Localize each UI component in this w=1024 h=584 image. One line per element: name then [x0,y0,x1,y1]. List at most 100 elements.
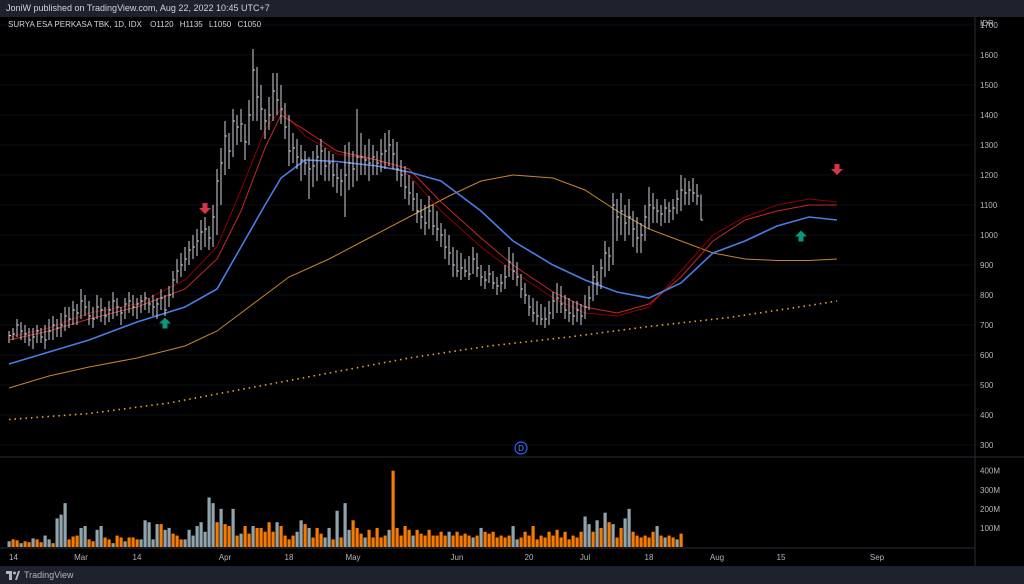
volume-bar [659,535,663,547]
volume-bar [195,526,199,547]
price-tick-label: 1500 [980,81,998,90]
price-chart[interactable]: 1700 1600 1500 1400 1300 1200 1100 1000 900 800 70… [0,17,1024,566]
volume-bar [119,537,123,547]
volume-bar [403,526,407,547]
volume-bar [515,539,519,547]
moving-average-lines [8,108,838,421]
volume-tick-label: 300M [980,486,1000,495]
volume-bar [211,503,215,547]
volume-bar [603,512,607,547]
volume-bar [615,537,619,547]
volume-bar [235,535,239,547]
volume-bar [259,527,263,547]
dividend-marker[interactable]: D [514,441,528,455]
price-tick-label: 400 [980,411,994,420]
volume-bar [395,527,399,547]
price-tick-label: 300 [980,441,994,450]
volume-bar [451,535,455,547]
volume-bar [83,526,87,547]
volume-bar [363,537,367,547]
volume-bar [543,537,547,547]
volume-bar [539,535,543,547]
volume-bar [627,508,631,547]
volume-bar [215,522,219,547]
volume-bar [499,535,503,547]
volume-bar [507,535,511,547]
legend-c-label: C [237,20,243,29]
volume-bar [527,535,531,547]
time-axis[interactable]: 14 Mar 14 Apr 18 May Jun 20 Jul 18 Aug 15 Sep [9,553,885,562]
chart-grid [0,24,975,446]
volume-bar [551,535,555,547]
volume-bar [647,537,651,547]
volume-bar [483,531,487,547]
time-tick-label: 20 [525,553,534,562]
volume-bar [547,531,551,547]
volume-bar [15,540,19,547]
volume-bar [327,527,331,547]
volume-bar [127,537,131,547]
volume-axis: 400M 300M 200M 100M [980,467,1000,533]
volume-bar [631,531,635,547]
volume-bar [291,535,295,547]
volume-bar [207,497,211,547]
legend-o-label: O [150,20,156,29]
volume-bar [71,536,75,547]
volume-bar [239,533,243,547]
volume-bar [639,537,643,547]
volume-bar [331,539,335,547]
volume-bar [151,539,155,547]
volume-bar [251,526,255,547]
legend-close-value: 1050 [243,20,261,29]
volume-bar [575,537,579,547]
volume-bar [599,527,603,547]
volume-bar [351,520,355,547]
volume-bar [563,531,567,547]
volume-bar [447,531,451,547]
volume-bar [203,531,207,547]
ohlc-bars [8,49,703,349]
volume-bar [219,508,223,547]
volume-bar [227,526,231,547]
volume-bar [643,535,647,547]
price-tick-label: 600 [980,351,994,360]
volume-bar [347,529,351,547]
volume-bar [131,537,135,547]
tradingview-logo-icon [6,571,20,580]
price-tick-label: 1000 [980,231,998,240]
volume-bar [407,529,411,547]
price-tick-label: 1700 [980,21,998,30]
publish-info-bar: JoniW published on TradingView.com, Aug … [0,0,1024,17]
volume-bar [87,539,91,547]
sell-arrow-down-icon [199,203,211,214]
volume-bar [663,537,667,547]
price-axis[interactable]: 1700 1600 1500 1400 1300 1200 1100 1000 900 800 70… [980,21,998,450]
volume-bar [335,510,339,547]
volume-bar [423,535,427,547]
buy-arrow-up-icon [159,317,171,329]
time-tick-label: 18 [285,553,294,562]
legend-l-label: L [209,20,214,29]
volume-bar [379,537,383,547]
volume-bar [139,539,143,547]
volume-tick-label: 200M [980,505,1000,514]
volume-bar [355,527,359,547]
volume-bar [479,527,483,547]
volume-bar [39,542,43,547]
volume-bar [103,537,107,547]
time-tick-label: Sep [870,553,885,562]
time-tick-label: Apr [219,553,232,562]
volume-bar [467,535,471,547]
volume-bar [311,537,315,547]
volume-bar [287,539,291,547]
price-tick-label: 1400 [980,111,998,120]
time-tick-label: Jun [451,553,464,562]
volume-bar [415,529,419,547]
volume-bar [179,539,183,547]
volume-bar [143,520,147,547]
volume-tick-label: 100M [980,524,1000,533]
legend-open-value: 1120 [156,20,174,29]
volume-bar [27,542,31,547]
legend: SURYA ESA PERKASA TBK, 1D, IDX O1120 H11… [8,20,262,29]
volume-bar [571,535,575,547]
